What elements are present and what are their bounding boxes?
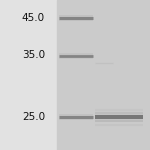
Text: 35.0: 35.0 (22, 51, 45, 60)
Bar (57, 0, 150, 150)
Text: 45.0: 45.0 (22, 13, 45, 23)
Text: 25.0: 25.0 (22, 112, 45, 122)
